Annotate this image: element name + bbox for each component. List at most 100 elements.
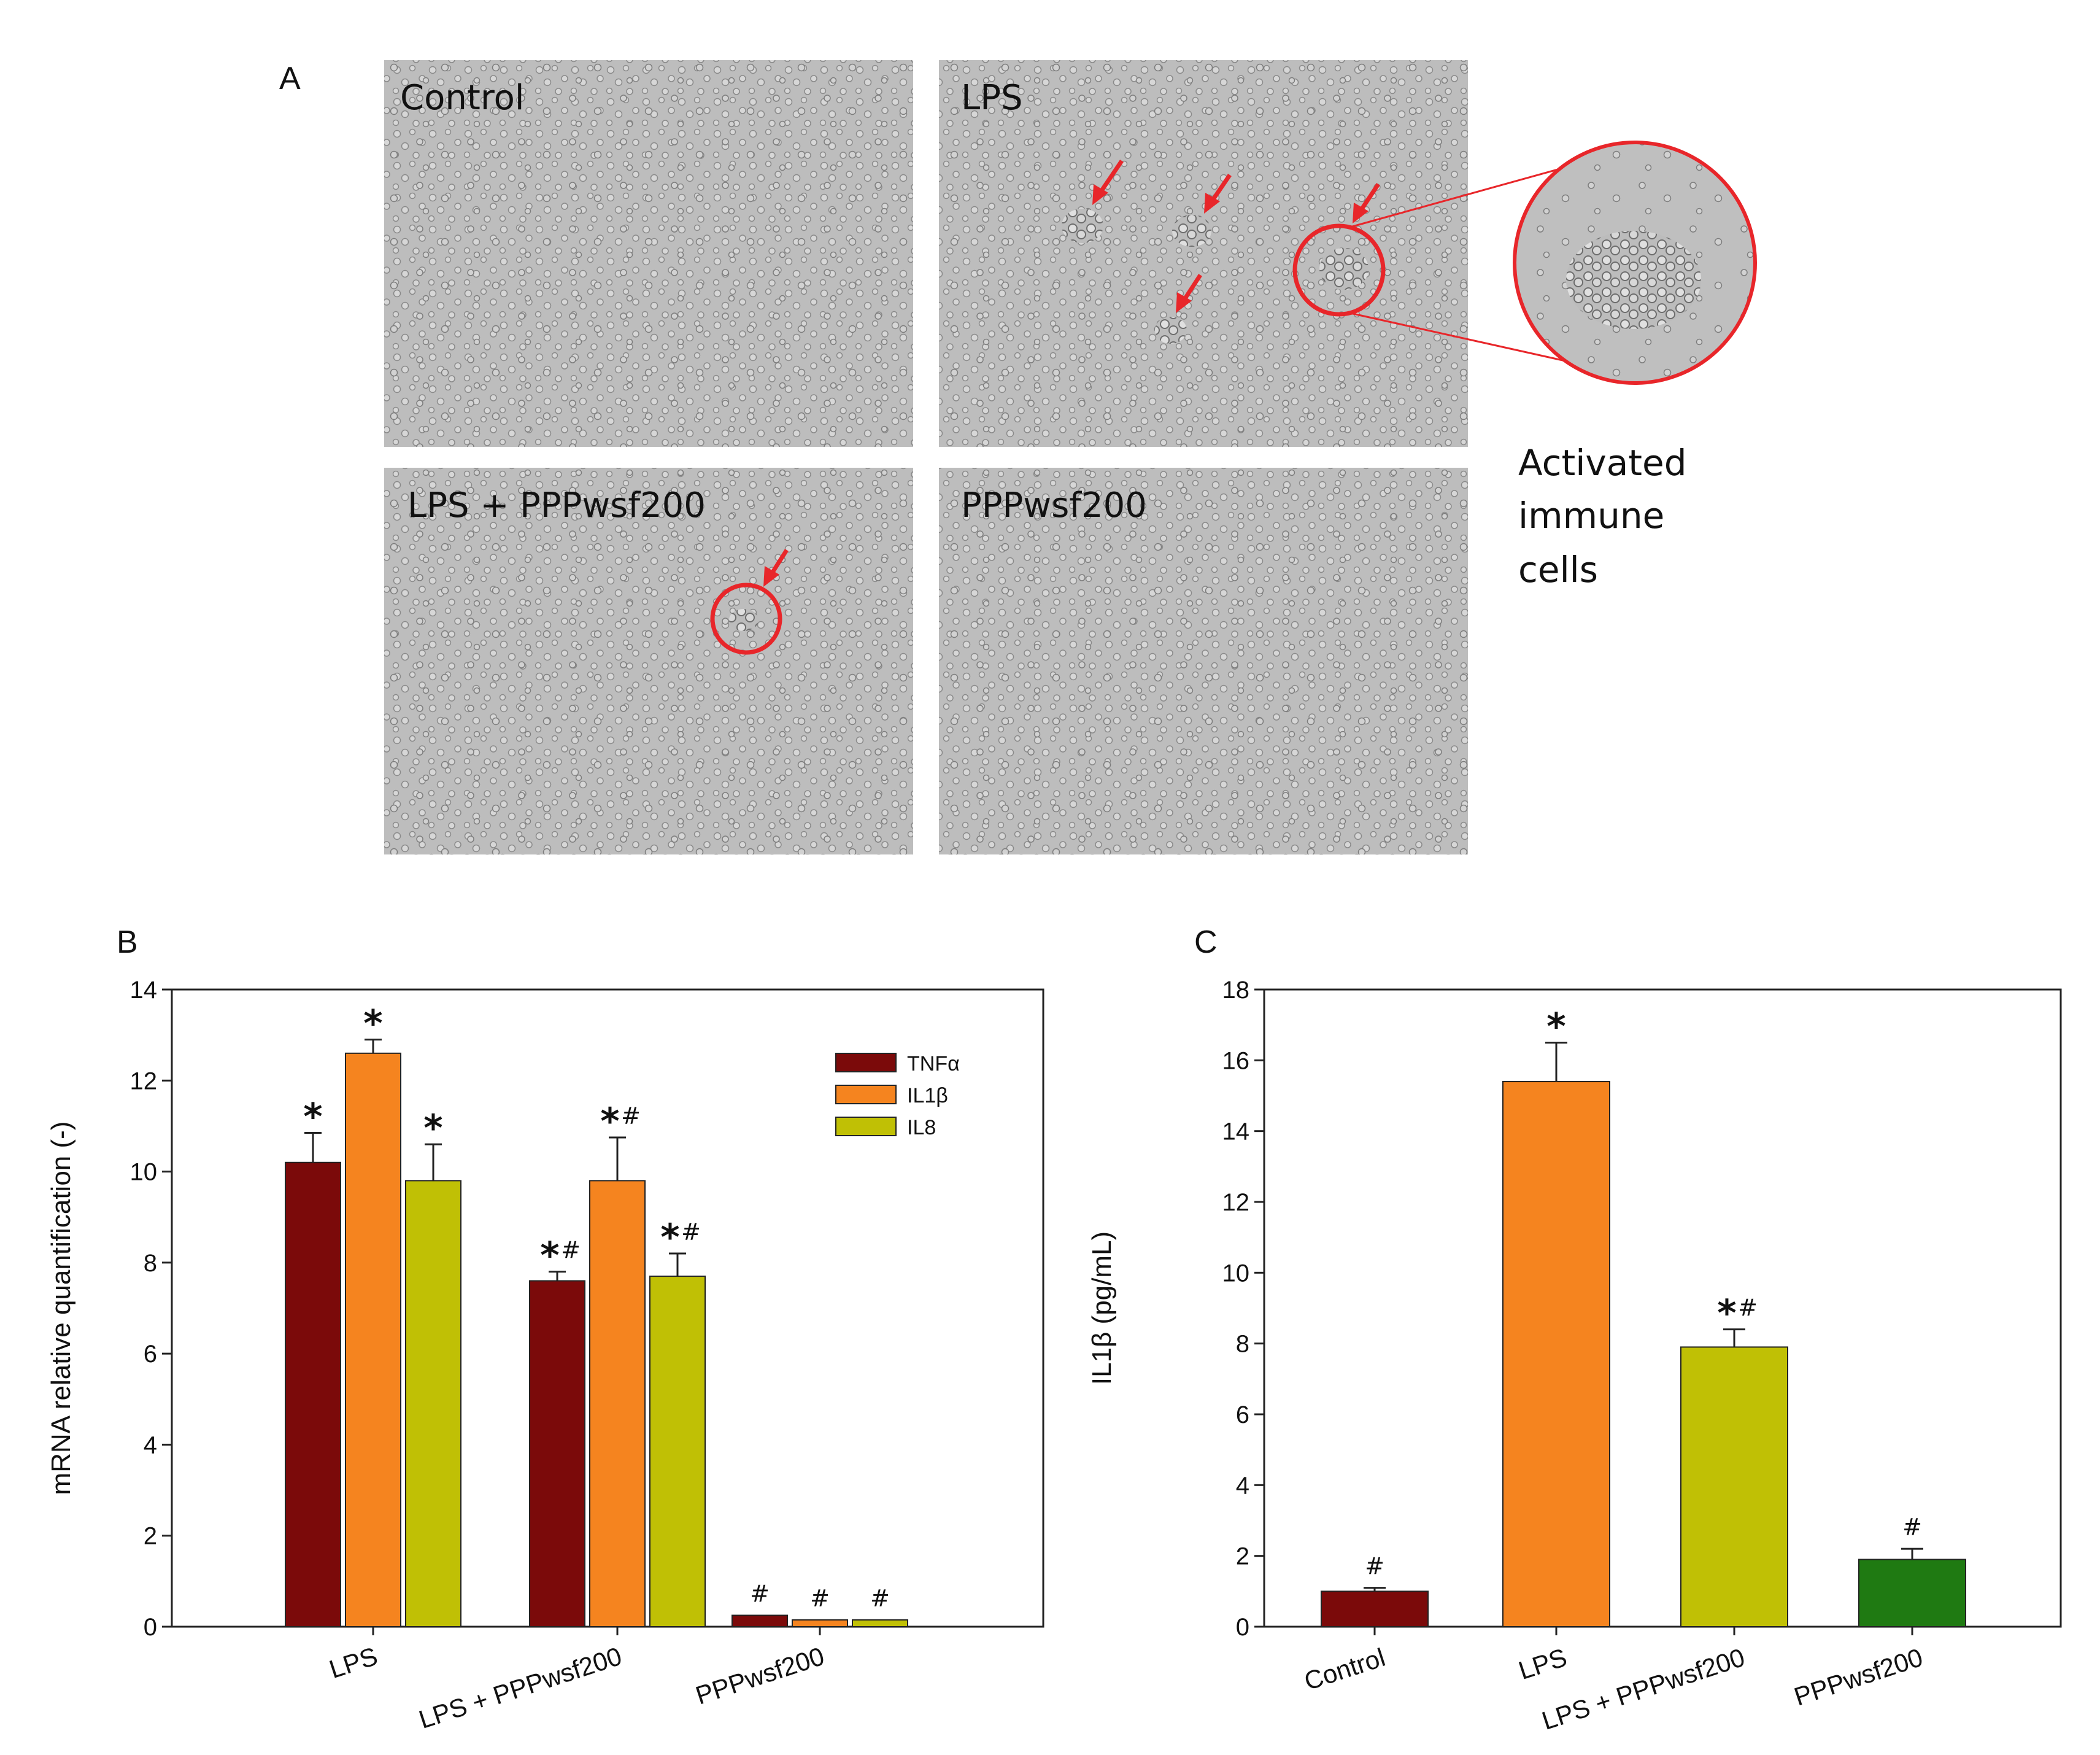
x-tick-label: LPS [326, 1641, 381, 1684]
x-tick-label: PPPwsf200 [692, 1641, 828, 1710]
chart-b-ylabel: mRNA relative quantification (-) [46, 1122, 76, 1495]
y-tick-label: 10 [130, 1159, 158, 1186]
chart-c-ylabel: IL1β (pg/mL) [1087, 1231, 1117, 1385]
cell-cluster [1172, 215, 1211, 247]
legend-label-il8: IL8 [907, 1116, 936, 1139]
callout-label-line-2: immune [1518, 495, 1664, 537]
chart-c-frame [1263, 988, 2062, 1628]
x-tick-label: LPS [1515, 1643, 1570, 1685]
panel-a: A Control LPS [279, 60, 1757, 854]
cell-cluster [1319, 248, 1368, 290]
y-tick-label: 16 [1222, 1047, 1250, 1074]
y-tick-label: 8 [1236, 1331, 1249, 1358]
significance-star: * [363, 1002, 382, 1045]
x-tick-label: LPS + PPPwsf200 [1538, 1643, 1748, 1735]
significance-star: * [660, 1216, 679, 1259]
photo-lps: LPS [939, 60, 1468, 447]
bar [285, 1161, 341, 1627]
cell-cluster [1062, 209, 1103, 243]
bar [732, 1614, 788, 1628]
significance-hash: # [1365, 1553, 1384, 1580]
arrow-annotation [763, 549, 789, 587]
photo-label-control: Control [400, 78, 524, 118]
y-tick-label: 8 [144, 1250, 157, 1277]
chart-b-legend: TNFα IL1β IL8 [835, 1052, 960, 1139]
y-tick-label: 6 [1236, 1401, 1249, 1428]
callout-label-line-3: cells [1518, 549, 1598, 591]
cell-cluster [1155, 317, 1187, 344]
x-tick-label: PPPwsf200 [1791, 1643, 1926, 1711]
significance-hash: # [870, 1585, 890, 1612]
bar [649, 1276, 706, 1628]
bar [529, 1280, 585, 1628]
significance-star: * [1717, 1292, 1736, 1335]
panel-b-letter: B [117, 924, 138, 960]
y-tick-label: 14 [130, 977, 158, 1004]
significance-hash: # [681, 1218, 701, 1246]
cell-cluster [729, 609, 759, 631]
photo-label-lps: LPS [961, 78, 1023, 118]
legend-swatch-tnfa [835, 1053, 897, 1072]
y-tick-label: 14 [1222, 1118, 1250, 1145]
arrow-annotations [1092, 160, 1380, 313]
significance-hash: # [1902, 1514, 1922, 1541]
chart-b-y-axis: 0 2 4 6 8 10 12 14 [130, 977, 172, 1641]
callout-label-line-1: Activated [1518, 442, 1687, 484]
significance-star: * [423, 1107, 442, 1150]
panel-c-letter: C [1194, 924, 1218, 960]
y-tick-label: 6 [144, 1341, 157, 1368]
significance-star: * [303, 1096, 322, 1139]
y-tick-label: 2 [1236, 1543, 1249, 1570]
zoom-callout: Activated immune cells [1349, 141, 1757, 591]
bar [1680, 1346, 1788, 1628]
photo-lps-ppp: LPS + PPPwsf200 [384, 468, 913, 854]
highlight-circle [710, 583, 782, 655]
x-tick-label: Control [1300, 1643, 1388, 1696]
highlight-circle [1292, 223, 1386, 317]
y-tick-label: 12 [130, 1067, 158, 1094]
bar [345, 1052, 401, 1628]
y-tick-label: 0 [144, 1614, 157, 1641]
x-tick-label: LPS + PPPwsf200 [415, 1641, 625, 1734]
legend-swatch-il1b [835, 1085, 897, 1104]
significance-star: * [540, 1234, 559, 1277]
bar [1502, 1080, 1610, 1627]
chart-c-bars: #** ## [1321, 1005, 1966, 1628]
bar [792, 1619, 848, 1628]
photo-label-lps-ppp: LPS + PPPwsf200 [407, 486, 706, 525]
bar [852, 1619, 908, 1628]
significance-star: * [1546, 1005, 1565, 1048]
significance-hash: # [1738, 1295, 1758, 1322]
significance-hash: # [621, 1102, 641, 1129]
legend-swatch-il8 [835, 1117, 897, 1136]
y-tick-label: 12 [1222, 1189, 1250, 1216]
panel-a-letter: A [279, 61, 301, 96]
chart-b-x-axis: LPS LPS + PPPwsf200 PPPwsf200 [326, 1627, 828, 1734]
y-tick-label: 0 [1236, 1614, 1249, 1641]
chart-c-y-axis: 0 2 4 6 8 10 12 14 16 18 [1222, 977, 1264, 1641]
legend-label-il1b: IL1β [907, 1084, 948, 1107]
y-tick-label: 4 [144, 1432, 157, 1459]
zoom-circle [1513, 141, 1757, 385]
bar [405, 1180, 461, 1627]
y-tick-label: 18 [1222, 977, 1250, 1004]
significance-hash: # [810, 1585, 830, 1612]
photo-label-ppp: PPPwsf200 [961, 486, 1147, 525]
y-tick-label: 2 [144, 1523, 157, 1550]
photo-control: Control [384, 60, 913, 447]
significance-hash: # [561, 1237, 581, 1264]
significance-hash: # [750, 1580, 770, 1607]
bar [1321, 1590, 1429, 1627]
chart-b-bars: **** #* #* ## # # [285, 1002, 908, 1628]
zoom-connector [1349, 312, 1572, 363]
bar [589, 1180, 646, 1627]
y-tick-label: 4 [1236, 1472, 1249, 1499]
significance-star: * [600, 1100, 619, 1143]
y-tick-label: 10 [1222, 1260, 1250, 1287]
zoom-connector [1349, 165, 1572, 228]
legend-label-tnfa: TNFα [907, 1052, 960, 1075]
